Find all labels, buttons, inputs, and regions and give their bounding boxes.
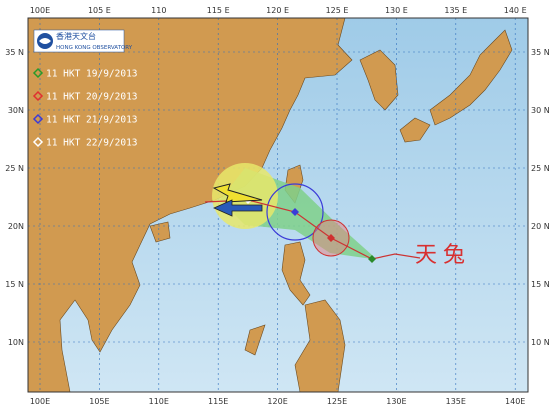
- logo-english: HONG KONG OBSERVATORY: [56, 45, 133, 51]
- legend-entry: 11 HKT 19/9/2013: [46, 69, 138, 80]
- land: [27, 17, 513, 393]
- legend-marker: [32, 90, 44, 102]
- top-label: 100E: [30, 6, 50, 15]
- left-label: 10N: [8, 338, 24, 347]
- legend: 11 HKT 19/9/2013 11 HKT 20/9/2013 11 HKT 2…: [32, 67, 138, 149]
- right-label: 25 N: [531, 164, 550, 173]
- left-label: 30N: [8, 106, 24, 115]
- bottom-label: 100E: [30, 397, 50, 406]
- bottom-label: 135E: [446, 397, 466, 406]
- top-label: 105 E: [88, 6, 111, 15]
- top-label: 140 E: [504, 6, 527, 15]
- legend-marker: [32, 113, 44, 125]
- top-label: 125 E: [326, 6, 349, 15]
- right-label: 20 N: [531, 222, 550, 231]
- legend-entry: 11 HKT 22/9/2013: [46, 138, 138, 149]
- logo: 香港天文台 HONG KONG OBSERVATORY: [33, 29, 133, 53]
- forecast-cone: [204, 163, 421, 263]
- ticks: 100E 105 E 110 115 E 120 E 125 E 130 E 135 E 140…: [5, 6, 549, 406]
- frame: [27, 17, 529, 393]
- bottom-label: 105E: [89, 397, 109, 406]
- left-label: 25 N: [5, 164, 24, 173]
- bottom-label: 130E: [386, 397, 406, 406]
- top-label: 135 E: [444, 6, 467, 15]
- legend-entry: 11 HKT 20/9/2013: [46, 92, 138, 103]
- legend-entry: 11 HKT 21/9/2013: [46, 115, 138, 126]
- left-label: 35 N: [5, 48, 24, 57]
- legend-marker: [32, 67, 44, 79]
- top-label: 110: [151, 6, 166, 15]
- logo-chinese: 香港天文台: [56, 31, 96, 41]
- right-label: 35 N: [531, 48, 550, 57]
- right-label: 15 N: [531, 280, 550, 289]
- top-label: 115 E: [207, 6, 230, 15]
- bottom-label: 115E: [208, 397, 228, 406]
- right-label: 30 N: [531, 106, 550, 115]
- left-label: 15 N: [5, 280, 24, 289]
- right-label: 10 N: [531, 338, 550, 347]
- bottom-label: 125E: [327, 397, 347, 406]
- storm-name: 天兔: [415, 243, 471, 268]
- left-label: 20N: [8, 222, 24, 231]
- top-label: 120 E: [266, 6, 289, 15]
- legend-marker: [32, 136, 44, 148]
- bottom-label: 120E: [267, 397, 287, 406]
- top-label: 130 E: [385, 6, 408, 15]
- bottom-label: 140E: [505, 397, 525, 406]
- bottom-label: 110E: [149, 397, 169, 406]
